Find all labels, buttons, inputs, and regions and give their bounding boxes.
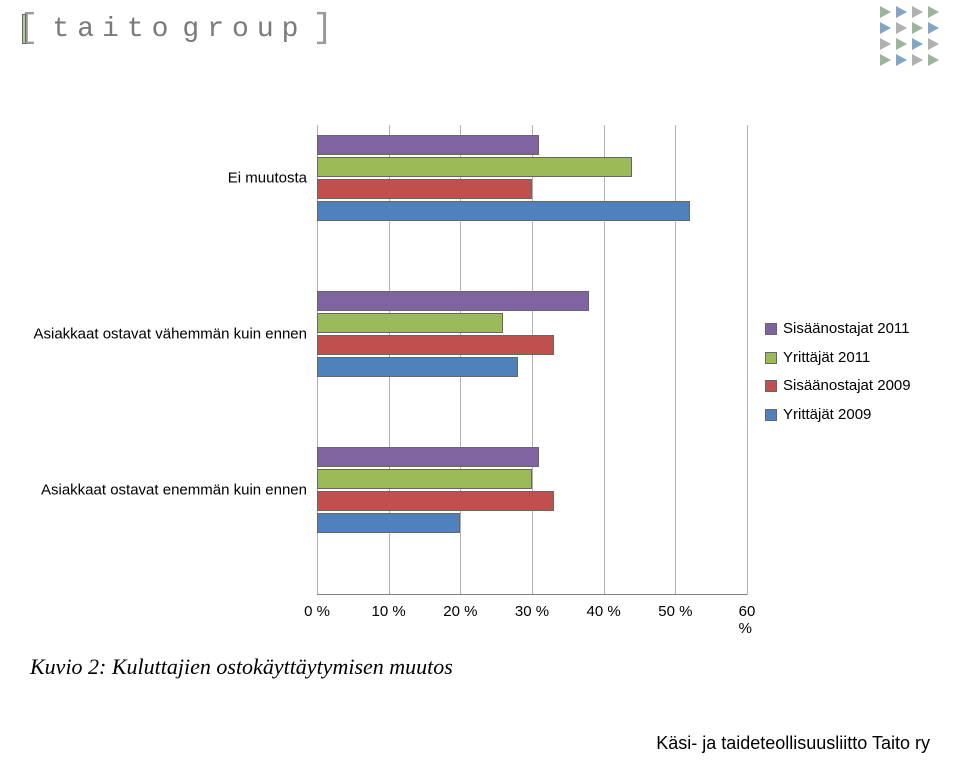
x-tick-label: 60 % bbox=[739, 603, 756, 637]
bar-series bbox=[317, 157, 632, 177]
legend-swatch-icon bbox=[765, 323, 777, 335]
legend-swatch-icon bbox=[765, 352, 777, 364]
triangle-icon bbox=[912, 38, 923, 50]
chart-plot-area: Ei muutosta Asiakkaat ostavat vähemmän ku… bbox=[317, 125, 747, 595]
triangle-icon bbox=[896, 38, 907, 50]
triangle-icon bbox=[880, 38, 891, 50]
triangle-icon bbox=[880, 22, 891, 34]
triangle-icon bbox=[896, 54, 907, 66]
logo-divider-icon bbox=[22, 14, 26, 44]
legend-label: Sisäänostajat 2011 bbox=[783, 315, 909, 344]
legend-swatch-icon bbox=[765, 380, 777, 392]
legend-swatch-icon bbox=[765, 409, 777, 421]
legend-item: Sisäänostajat 2011 bbox=[765, 315, 911, 344]
bar-series bbox=[317, 135, 539, 155]
grid-line bbox=[747, 125, 748, 595]
legend-item: Yrittäjät 2009 bbox=[765, 401, 911, 430]
chart-category: Asiakkaat ostavat enemmän kuin ennen bbox=[317, 447, 747, 533]
bar-series bbox=[317, 447, 539, 467]
bar-series bbox=[317, 291, 589, 311]
category-label: Asiakkaat ostavat enemmän kuin ennen bbox=[41, 482, 317, 499]
brand-logo-right bbox=[880, 6, 942, 68]
x-tick-label: 0 % bbox=[304, 603, 330, 620]
bar-series bbox=[317, 513, 460, 533]
bar-series bbox=[317, 179, 532, 199]
legend-item: Yrittäjät 2011 bbox=[765, 344, 911, 373]
triangle-icon bbox=[896, 22, 907, 34]
x-tick-label: 30 % bbox=[515, 603, 549, 620]
category-label: Asiakkaat ostavat vähemmän kuin ennen bbox=[34, 326, 318, 343]
x-tick-label: 40 % bbox=[587, 603, 621, 620]
legend-label: Yrittäjät 2009 bbox=[783, 401, 871, 430]
logo-word-1: taito bbox=[52, 14, 176, 45]
triangle-icon bbox=[912, 22, 923, 34]
chart-category: Asiakkaat ostavat vähemmän kuin ennen bbox=[317, 291, 747, 377]
chart-category: Ei muutosta bbox=[317, 135, 747, 221]
legend-label: Sisäänostajat 2009 bbox=[783, 372, 911, 401]
x-tick-label: 50 % bbox=[658, 603, 692, 620]
x-tick-label: 10 % bbox=[372, 603, 406, 620]
bar-series bbox=[317, 201, 690, 221]
triangle-icon bbox=[880, 54, 891, 66]
bar-series bbox=[317, 357, 518, 377]
logo-word-2: group bbox=[182, 14, 306, 45]
bar-series bbox=[317, 313, 503, 333]
triangle-icon bbox=[928, 6, 939, 18]
bar-series bbox=[317, 491, 554, 511]
triangle-icon bbox=[912, 54, 923, 66]
category-label: Ei muutosta bbox=[228, 170, 317, 187]
chart-legend: Sisäänostajat 2011Yrittäjät 2011Sisäänos… bbox=[765, 315, 911, 429]
x-axis-line bbox=[317, 594, 747, 595]
brand-logo-left: [ taito group ] bbox=[18, 10, 341, 48]
triangle-icon bbox=[928, 54, 939, 66]
bar-series bbox=[317, 469, 532, 489]
footer-text: Käsi- ja taideteollisuusliitto Taito ry bbox=[656, 733, 930, 754]
triangle-icon bbox=[928, 38, 939, 50]
bracket-close-icon: ] bbox=[312, 10, 340, 48]
triangle-icon bbox=[896, 6, 907, 18]
figure-caption: Kuvio 2: Kuluttajien ostokäyttäytymisen … bbox=[30, 654, 453, 680]
triangle-icon bbox=[912, 6, 923, 18]
triangle-icon bbox=[880, 6, 891, 18]
legend-label: Yrittäjät 2011 bbox=[783, 344, 870, 373]
bar-series bbox=[317, 335, 554, 355]
x-tick-label: 20 % bbox=[443, 603, 477, 620]
bar-chart: Ei muutosta Asiakkaat ostavat vähemmän ku… bbox=[30, 125, 930, 625]
legend-item: Sisäänostajat 2009 bbox=[765, 372, 911, 401]
triangle-icon bbox=[928, 22, 939, 34]
